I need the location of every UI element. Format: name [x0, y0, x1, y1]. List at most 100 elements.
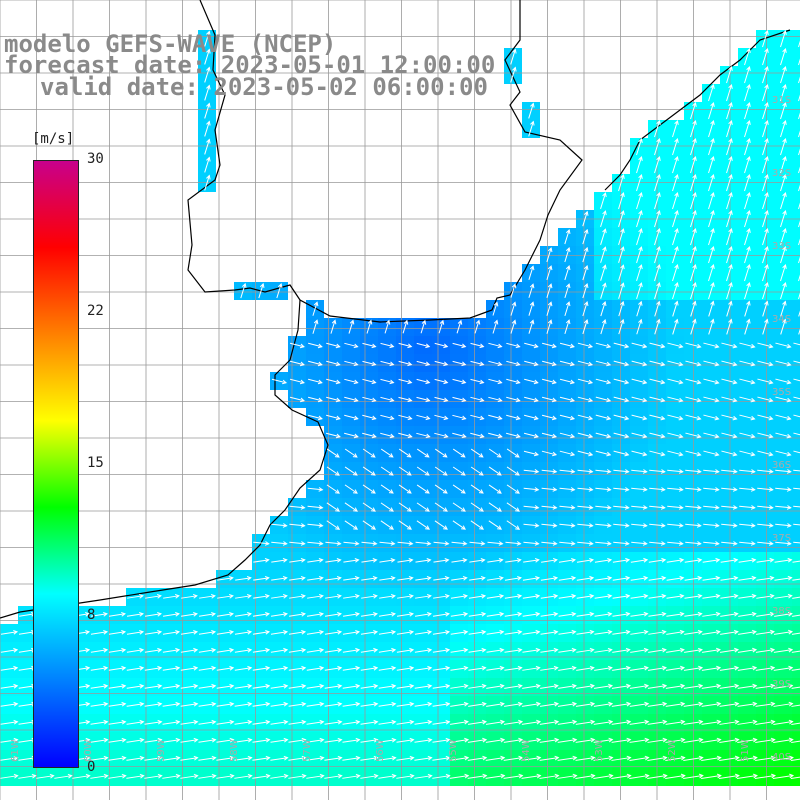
- wind-arrow-head: [728, 263, 733, 269]
- wind-arrow: [288, 775, 306, 779]
- wind-arrow: [685, 469, 701, 473]
- wind-arrow-head: [442, 471, 448, 476]
- wind-arrow: [726, 264, 732, 282]
- wind-arrow: [594, 595, 612, 599]
- wind-arrow-head: [139, 737, 145, 743]
- wind-arrow: [467, 757, 487, 761]
- wind-arrow-head: [175, 647, 181, 653]
- wind-arrow-head: [353, 525, 359, 530]
- wind-arrow: [780, 174, 786, 192]
- wind-arrow: [521, 775, 541, 779]
- wind-cell: [792, 120, 800, 138]
- wind-arrow: [594, 613, 612, 617]
- wind-arrow: [434, 520, 448, 530]
- wind-arrow-head: [692, 155, 697, 161]
- wind-arrow-head: [461, 415, 467, 421]
- wind-arrow-head: [367, 319, 373, 325]
- wind-arrow: [378, 703, 396, 707]
- wind-arrow: [647, 775, 667, 779]
- wind-arrow: [289, 505, 305, 509]
- wind-arrow: [564, 319, 570, 335]
- wind-arrow: [672, 301, 678, 317]
- wind-arrow: [541, 469, 557, 473]
- wind-arrow-head: [716, 755, 722, 761]
- wind-arrow-head: [588, 469, 594, 474]
- wind-arrow: [672, 120, 678, 138]
- wind-arrow: [380, 448, 394, 458]
- wind-arrow: [434, 414, 448, 420]
- wind-arrow: [361, 559, 377, 563]
- wind-cell: [792, 642, 800, 660]
- wind-arrow-head: [373, 683, 379, 689]
- wind-arrow-head: [192, 593, 198, 599]
- wind-arrow-head: [301, 773, 307, 779]
- wind-arrow: [0, 757, 18, 761]
- wind-arrow: [541, 541, 557, 545]
- wind-arrow: [703, 469, 719, 473]
- wind-arrow: [360, 757, 378, 761]
- wind-arrow: [757, 523, 773, 527]
- colorbar: [33, 160, 79, 768]
- wind-arrow: [649, 378, 665, 384]
- wind-arrow-head: [674, 263, 679, 269]
- wind-arrow: [216, 649, 234, 653]
- wind-arrow-head: [336, 593, 342, 599]
- wind-arrow: [416, 360, 430, 366]
- wind-arrow-head: [229, 647, 235, 653]
- wind-arrow-head: [770, 737, 776, 743]
- wind-arrow: [558, 559, 576, 563]
- lat-label: 32S: [772, 168, 791, 179]
- colorbar-tick-30: 30: [87, 151, 104, 167]
- wind-arrow-head: [121, 737, 127, 743]
- wind-arrow-head: [696, 433, 702, 439]
- wind-arrow: [450, 631, 468, 635]
- wind-arrow-head: [656, 209, 661, 215]
- wind-arrow: [522, 595, 540, 599]
- wind-arrow: [685, 450, 701, 456]
- wind-arrow: [378, 631, 396, 635]
- wind-arrow: [636, 156, 642, 174]
- wind-arrow: [360, 613, 378, 617]
- wind-arrow: [762, 264, 768, 282]
- wind-arrow: [467, 739, 487, 743]
- wind-arrow-head: [206, 102, 211, 108]
- wind-arrow-head: [734, 683, 740, 689]
- wind-arrow: [630, 667, 648, 671]
- wind-arrow-head: [583, 246, 589, 252]
- wind-arrow: [540, 667, 558, 671]
- wind-arrow: [631, 469, 647, 473]
- wind-arrows: [0, 29, 800, 780]
- wind-arrow-head: [535, 611, 541, 617]
- wind-arrow-head: [751, 611, 757, 617]
- wind-arrow-head: [620, 228, 625, 234]
- wind-arrow: [271, 541, 287, 545]
- wind-arrow-head: [193, 683, 199, 689]
- wind-arrow: [611, 721, 631, 725]
- wind-arrow-head: [277, 283, 283, 289]
- wind-arrow-head: [625, 665, 631, 671]
- wind-arrow: [470, 360, 484, 366]
- wind-arrow-head: [680, 683, 686, 689]
- wind-arrow: [577, 378, 593, 384]
- wind-arrow-head: [445, 647, 451, 653]
- wind-arrow-head: [211, 773, 217, 779]
- wind-arrow: [558, 577, 576, 581]
- wind-arrow-head: [788, 629, 794, 635]
- wind-arrow: [793, 487, 800, 490]
- wind-arrow-head: [551, 379, 557, 385]
- wind-arrow-head: [317, 415, 323, 421]
- wind-arrow: [672, 246, 678, 264]
- wind-arrow-head: [157, 629, 163, 635]
- wind-arrow: [126, 739, 144, 743]
- wind-arrow: [703, 450, 719, 456]
- wind-arrow-head: [642, 361, 648, 367]
- wind-arrow-head: [536, 701, 541, 707]
- wind-arrow: [469, 577, 485, 581]
- wind-arrow-head: [389, 525, 394, 530]
- wind-arrow: [667, 487, 683, 491]
- wind-arrow-head: [698, 737, 704, 743]
- wind-arrow-head: [696, 505, 702, 510]
- wind-arrow-head: [751, 593, 757, 599]
- wind-arrow-head: [746, 137, 751, 143]
- wind-arrow: [719, 685, 739, 689]
